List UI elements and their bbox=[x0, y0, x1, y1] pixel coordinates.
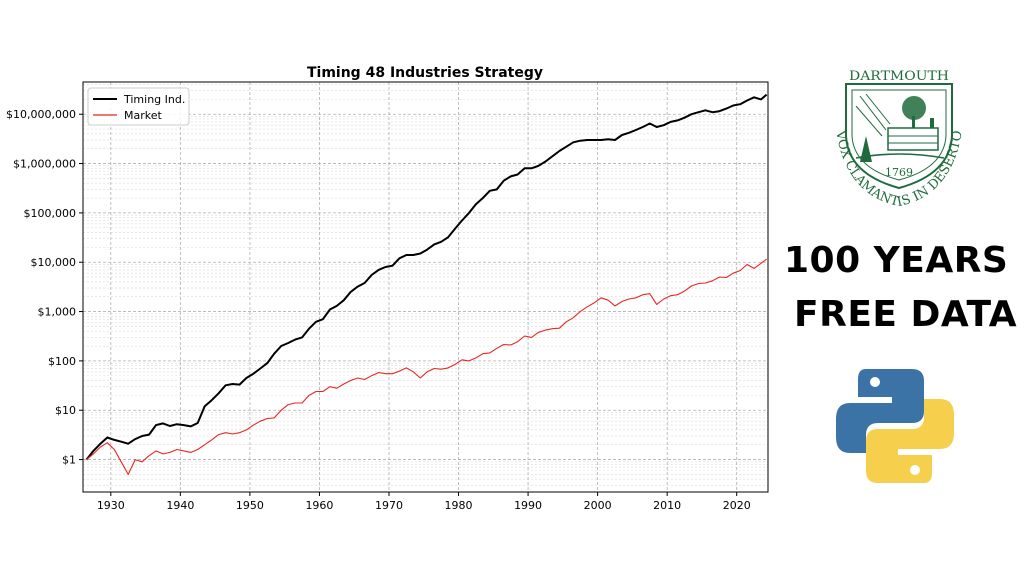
seal-ground bbox=[855, 153, 945, 159]
legend-box bbox=[87, 87, 190, 126]
line-chart: Timing 48 Industries Strategy 1930 1940 19… bbox=[6, 65, 769, 512]
y-tick-label: $10 bbox=[55, 404, 76, 417]
legend: Timing Ind. Market bbox=[87, 87, 190, 126]
y-tick-label: $100,000 bbox=[24, 207, 77, 220]
series-line-timing bbox=[85, 93, 768, 461]
python-logo-icon bbox=[836, 369, 954, 483]
y-tick-label: $1 bbox=[62, 454, 76, 467]
series-line-market bbox=[86, 258, 767, 475]
x-tick-label: 1930 bbox=[97, 499, 125, 512]
x-tick-label: 1980 bbox=[445, 499, 473, 512]
seal-shield-inner bbox=[851, 89, 947, 181]
grid-lines bbox=[83, 82, 768, 492]
x-tick-label: 1990 bbox=[514, 499, 542, 512]
x-tick-label: 1950 bbox=[236, 499, 264, 512]
y-tick-label: $1,000 bbox=[38, 306, 77, 319]
python-logo-eye-bottom bbox=[910, 465, 920, 475]
x-axis: 1930 1940 1950 1960 1970 1980 1990 2000 2010 2020 bbox=[97, 492, 751, 512]
legend-label-market: Market bbox=[124, 109, 162, 122]
python-logo-yellow-snake bbox=[866, 399, 954, 483]
y-tick-label: $100 bbox=[48, 355, 76, 368]
legend-label-timing: Timing Ind. bbox=[123, 93, 185, 106]
seal-rays-icon bbox=[855, 93, 891, 137]
seal-shield bbox=[845, 83, 953, 190]
plot-frame bbox=[82, 81, 769, 493]
dartmouth-seal: DARTMOUTH 1769 VOX CLAMANTIS IN DESERTO bbox=[832, 69, 966, 210]
x-tick-label: 2000 bbox=[584, 499, 612, 512]
python-logo-eye-top bbox=[870, 377, 880, 387]
y-axis: $1 $10 $100 $1,000 $10,000 $100,000 $1,000,000… bbox=[6, 108, 83, 467]
x-tick-label: 1960 bbox=[305, 499, 333, 512]
seal-year: 1769 bbox=[885, 166, 913, 179]
plot-background bbox=[83, 82, 768, 492]
python-logo-blue-snake bbox=[836, 369, 924, 453]
y-tick-label: $10,000 bbox=[31, 256, 77, 269]
x-tick-label: 2020 bbox=[723, 499, 751, 512]
y-tick-label: $10,000,000 bbox=[6, 108, 76, 121]
promo-line-2: FREE DATA bbox=[794, 294, 1018, 335]
x-tick-label: 2010 bbox=[653, 499, 681, 512]
seal-pine-icon bbox=[860, 136, 872, 162]
y-tick-label: $1,000,000 bbox=[13, 158, 76, 171]
x-tick-label: 1940 bbox=[166, 499, 194, 512]
series-lines bbox=[85, 93, 768, 475]
x-tick-label: 1970 bbox=[375, 499, 403, 512]
promo-line-1: 100 YEARS bbox=[784, 240, 1009, 281]
seal-building-icon bbox=[887, 118, 939, 151]
seal-tree-icon bbox=[902, 96, 926, 128]
chart-title: Timing 48 Industries Strategy bbox=[307, 65, 543, 81]
seal-top-text: DARTMOUTH bbox=[849, 69, 949, 84]
